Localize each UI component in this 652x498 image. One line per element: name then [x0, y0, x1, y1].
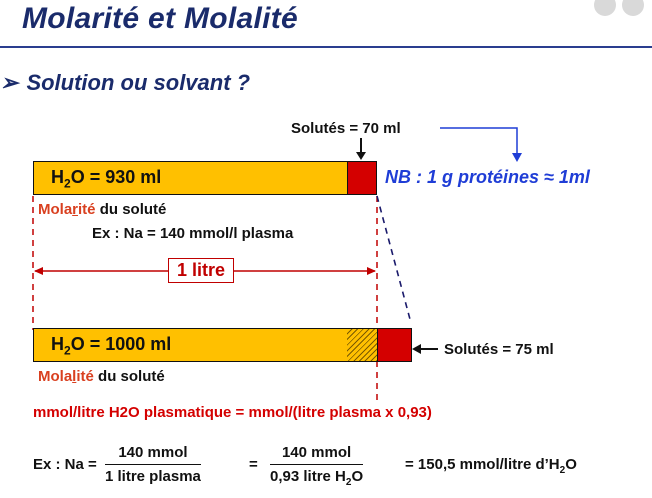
molarite-example: Ex : Na = 140 mmol/l plasma — [92, 225, 294, 242]
nb-connector-arrowhead — [512, 153, 522, 162]
equation-line: mmol/litre H2O plasmatique = mmol/(litre… — [33, 404, 432, 421]
fraction-2-denominator: 0,93 litre H2O — [270, 468, 364, 488]
one-litre-box: 1 litre — [168, 258, 235, 283]
nb-connector-line — [440, 127, 518, 155]
solutes-75-label: Solutés = 75 ml — [444, 341, 554, 358]
solutes-75-block — [377, 328, 412, 362]
diagonal-guide-dashed — [376, 195, 412, 324]
bullet-arrow-icon: ➢ — [0, 70, 19, 95]
litre-arrowhead-right — [367, 267, 376, 275]
hatched-block — [347, 328, 377, 362]
fraction-2: 140 mmol 0,93 litre H2O — [270, 444, 364, 488]
water-930-bar — [33, 161, 349, 195]
section-heading: ➢ Solution ou solvant ? — [0, 70, 250, 96]
formula-equals: = — [249, 456, 258, 473]
solutes-70-label: Solutés = 70 ml — [291, 120, 401, 137]
water-930-label: H2O = 930 ml — [51, 167, 162, 191]
fraction-1-denominator: 1 litre plasma — [105, 468, 201, 485]
title-underline — [0, 46, 652, 48]
formula-lhs: Ex : Na = — [33, 456, 97, 473]
slide-title: Molarité et Molalité — [22, 2, 299, 35]
water-1000-label: H2O = 1000 ml — [51, 334, 172, 358]
window-controls — [588, 0, 644, 21]
fraction-1-numerator: 140 mmol — [105, 444, 201, 465]
fraction-1: 140 mmol 1 litre plasma — [105, 444, 201, 485]
heading-text: Solution ou solvant ? — [26, 70, 251, 95]
formula-result: = 150,5 mmol/litre d’H2O — [405, 456, 577, 476]
molalite-label: Molalité du soluté — [38, 368, 165, 385]
solutes-top-arrowhead — [356, 152, 366, 160]
control-circle-icon[interactable] — [622, 0, 644, 16]
solutes-70-block — [347, 161, 377, 195]
molarite-label: Molarité du soluté — [38, 201, 167, 218]
solutes-bottom-arrowhead — [412, 344, 421, 354]
water-1000-bar — [33, 328, 349, 362]
fraction-2-numerator: 140 mmol — [270, 444, 364, 465]
control-circle-icon[interactable] — [594, 0, 616, 16]
nb-note: NB : 1 g protéines ≈ 1ml — [385, 167, 590, 187]
litre-arrowhead-left — [34, 267, 43, 275]
